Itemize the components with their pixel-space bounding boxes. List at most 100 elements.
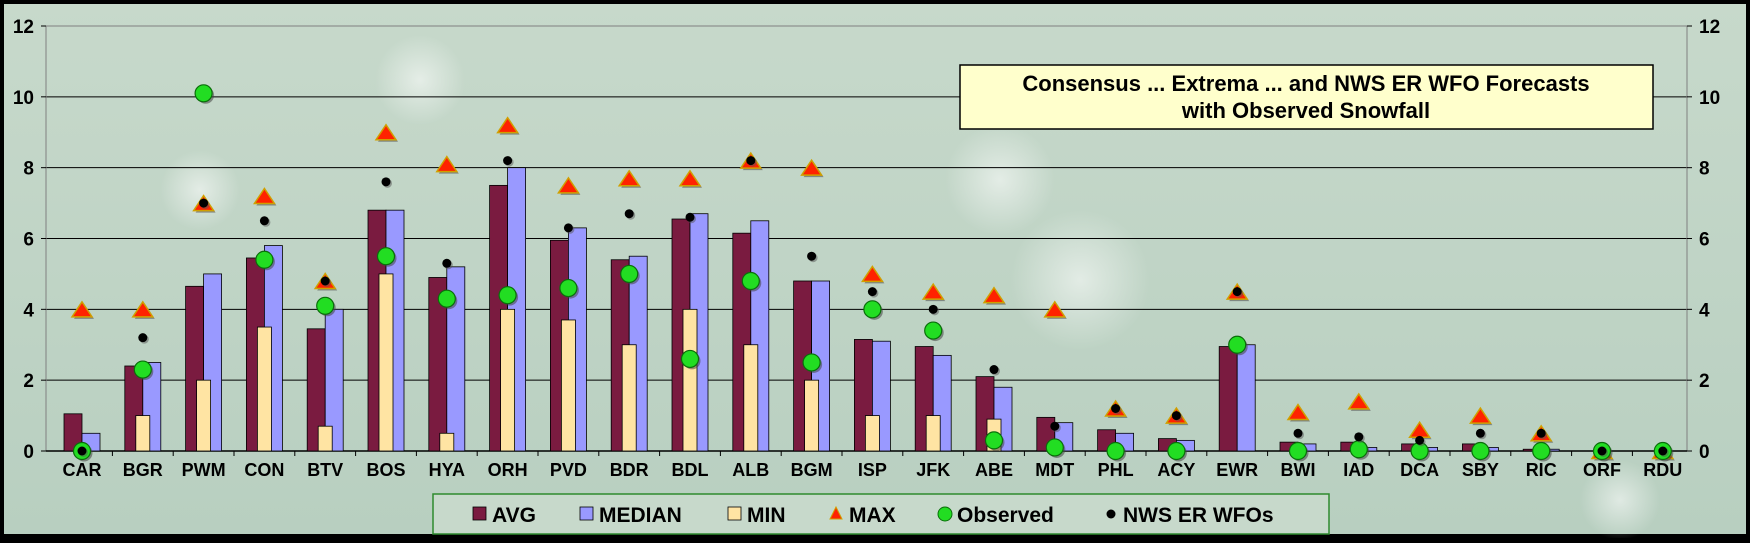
marker-observed	[984, 431, 1004, 450]
marker-wfo	[1658, 446, 1668, 456]
marker-wfo	[138, 333, 148, 343]
x-tick-label: ACY	[1157, 460, 1195, 480]
marker-observed	[1288, 441, 1308, 461]
marker-observed	[498, 286, 517, 305]
bar-min	[196, 379, 212, 452]
marker-max	[1043, 300, 1067, 318]
marker-max	[252, 187, 276, 205]
y-tick-label-right: 2	[1699, 371, 1710, 392]
marker-max	[921, 282, 945, 300]
marker-wfo	[807, 251, 817, 261]
x-tick-label: CAR	[63, 460, 102, 480]
marker-wfo	[563, 223, 573, 233]
bar-min	[925, 415, 941, 452]
chart-title-box-bg	[959, 64, 1654, 130]
marker-observed	[194, 84, 213, 103]
marker-wfo	[1232, 287, 1242, 297]
marker-max	[1286, 403, 1310, 421]
legend-swatch	[1106, 509, 1116, 519]
chart-title-box: Consensus ... Extrema ... and NWS ER WFO…	[959, 64, 1654, 130]
bar-min	[865, 415, 880, 452]
marker-wfo	[442, 258, 452, 268]
marker-wfo	[77, 446, 87, 456]
legend-label: Observed	[957, 504, 1054, 527]
marker-wfo	[1475, 428, 1485, 438]
marker-observed	[620, 264, 639, 284]
snowflake-decorations	[160, 35, 1660, 540]
x-tick-label: RDU	[1643, 460, 1682, 480]
marker-observed	[133, 360, 152, 379]
x-tick-label: ORF	[1583, 460, 1621, 480]
legend-label: MEDIAN	[599, 504, 682, 527]
bar-avg	[1218, 346, 1238, 452]
bar-min	[439, 432, 455, 452]
x-tick-label: MDT	[1035, 460, 1074, 480]
markers	[70, 84, 1675, 462]
legend-label: MIN	[747, 504, 786, 527]
y-tick-label-right: 6	[1699, 230, 1710, 251]
marker-observed	[1228, 335, 1247, 354]
bar-median	[1236, 344, 1256, 452]
x-tick-label: BDL	[672, 460, 709, 480]
y-tick-label-right: 0	[1699, 442, 1710, 463]
bar-min	[743, 344, 759, 452]
marker-observed	[863, 300, 882, 319]
marker-wfo	[1171, 411, 1181, 421]
marker-observed	[1471, 441, 1490, 461]
marker-wfo	[1111, 404, 1121, 413]
y-tick-label-left: 10	[13, 88, 34, 109]
legend-label: AVG	[492, 504, 536, 527]
marker-wfo	[989, 365, 999, 375]
marker-max	[1347, 392, 1371, 410]
x-tick-label: RIC	[1526, 460, 1557, 480]
marker-wfo	[1354, 432, 1364, 442]
x-tick-label: DCA	[1400, 460, 1439, 480]
x-tick-label: ORH	[488, 460, 528, 480]
marker-max	[1468, 406, 1492, 424]
x-tick-label: BDR	[610, 460, 649, 480]
x-tick-label: BGM	[791, 460, 833, 480]
x-tick-label: ISP	[858, 460, 887, 480]
bar-min	[621, 344, 637, 452]
x-tick-label: IAD	[1343, 460, 1374, 480]
marker-wfo	[503, 156, 513, 166]
legend-swatch	[937, 506, 953, 522]
marker-observed	[1349, 440, 1368, 459]
marker-observed	[1167, 441, 1186, 461]
bar-min	[561, 319, 576, 452]
x-tick-label: SBY	[1462, 460, 1499, 480]
marker-observed	[1106, 441, 1125, 461]
x-tick-label: CON	[244, 460, 284, 480]
x-tick-label: ABE	[975, 460, 1013, 480]
x-tick-label: ALB	[732, 460, 769, 480]
y-tick-label-right: 8	[1699, 159, 1710, 180]
bar-min	[317, 425, 333, 452]
chart-title-line: with Observed Snowfall	[1181, 98, 1430, 123]
marker-observed	[680, 349, 700, 369]
y-tick-label-right: 12	[1699, 17, 1720, 38]
x-tick-label: JFK	[916, 460, 950, 480]
bar-min	[135, 415, 151, 452]
marker-max	[860, 265, 884, 283]
legend-swatch	[579, 506, 594, 521]
chart-title-line: Consensus ... Extrema ... and NWS ER WFO…	[1022, 71, 1589, 96]
x-tick-label: BWI	[1281, 460, 1316, 480]
legend: AVG MEDIAN MIN MAX Observed NWS ER WFOs	[432, 493, 1330, 535]
y-tick-label-left: 6	[23, 230, 34, 251]
marker-wfo	[1536, 428, 1546, 438]
marker-observed	[741, 271, 760, 291]
legend-swatch	[472, 506, 487, 521]
marker-observed	[437, 289, 456, 308]
marker-observed	[376, 247, 396, 266]
marker-wfo	[624, 209, 634, 219]
marker-max	[435, 155, 459, 173]
bar-min	[500, 308, 516, 452]
legend-swatch	[829, 505, 843, 520]
marker-wfo	[320, 276, 330, 286]
y-tick-label-left: 0	[23, 442, 34, 463]
bar-median	[446, 266, 466, 452]
x-tick-label: BOS	[366, 460, 405, 480]
bar-min	[682, 308, 698, 452]
bar-min	[378, 273, 394, 452]
